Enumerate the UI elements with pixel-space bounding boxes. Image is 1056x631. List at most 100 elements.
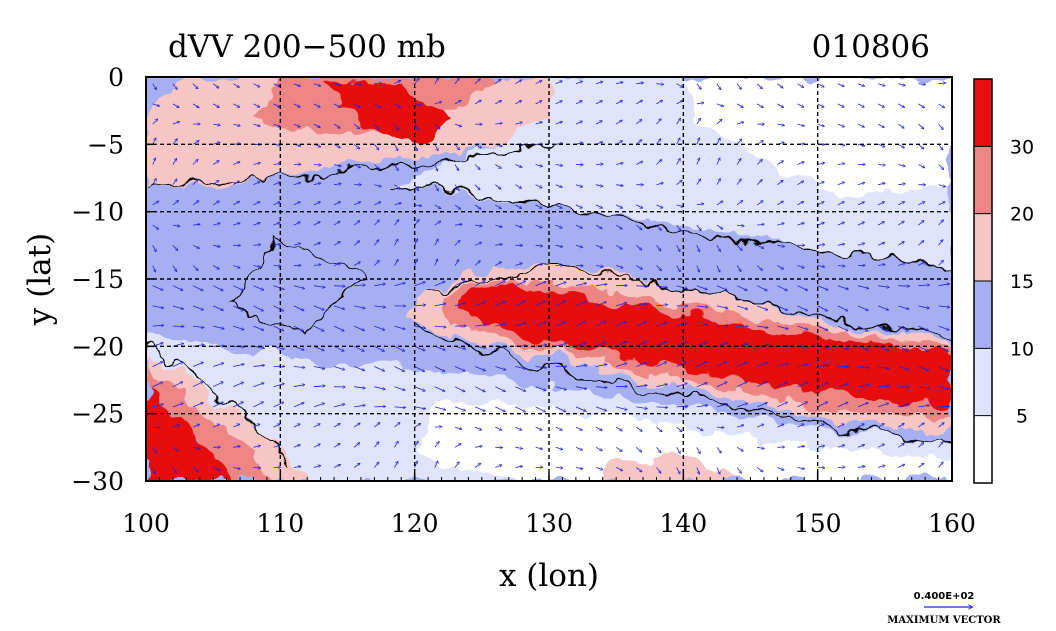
wind-vector — [192, 201, 199, 206]
wind-vector — [414, 305, 426, 306]
wind-vector — [172, 362, 183, 367]
wind-vector — [676, 383, 688, 388]
wind-vector — [394, 325, 406, 329]
contour-west-patch — [225, 238, 362, 334]
wind-vector — [273, 164, 281, 165]
wind-vector — [595, 302, 606, 307]
wind-vector — [253, 123, 261, 126]
wind-vector — [636, 244, 641, 250]
wind-vector — [555, 122, 563, 125]
wind-vector — [152, 245, 156, 251]
wind-vector — [535, 245, 543, 246]
wind-vector — [716, 179, 721, 185]
wind-vector — [333, 366, 345, 370]
wind-vector — [696, 138, 700, 145]
wind-vector — [192, 345, 204, 347]
wind-vector — [757, 305, 767, 310]
wind-vector — [636, 204, 642, 208]
wind-vector — [474, 261, 480, 266]
wind-vector — [918, 285, 929, 286]
wind-vector — [656, 265, 662, 271]
wind-vector — [777, 223, 784, 226]
wind-vector — [575, 343, 586, 347]
wind-vector — [676, 285, 688, 289]
wind-vector — [656, 384, 668, 388]
y-tick-label: 0 — [108, 63, 124, 92]
wind-vector — [192, 305, 203, 310]
wind-vector — [797, 103, 804, 107]
x-tick-label: 130 — [525, 509, 573, 538]
wind-vector — [817, 446, 825, 448]
wind-vector — [535, 386, 546, 391]
wind-vector — [716, 119, 722, 125]
wind-vector — [575, 406, 586, 411]
wind-vector — [374, 83, 381, 84]
wind-vector — [857, 83, 865, 87]
wind-vector — [898, 242, 904, 246]
wind-vector — [515, 406, 525, 412]
wind-vector — [595, 82, 603, 85]
wind-vector — [354, 345, 364, 351]
wind-vector — [394, 203, 402, 206]
wind-vector — [716, 265, 720, 272]
wind-vector — [777, 467, 784, 471]
wind-vector — [676, 265, 681, 272]
wind-vector — [253, 202, 260, 206]
wind-vector — [293, 222, 300, 226]
contour-lines — [146, 143, 952, 468]
wind-vector — [394, 283, 406, 287]
wind-vector — [213, 223, 220, 225]
wind-vector — [192, 424, 199, 428]
wind-vector — [515, 224, 522, 227]
wind-vector — [333, 404, 345, 408]
wind-vector — [172, 159, 177, 165]
wind-vector — [736, 122, 744, 125]
wind-vector — [575, 204, 582, 208]
wind-vector — [595, 224, 602, 229]
wind-vector — [474, 426, 481, 430]
wind-vector — [636, 83, 643, 84]
wind-vector — [877, 345, 888, 350]
wind-vector — [374, 164, 379, 170]
wind-vector — [172, 446, 179, 451]
wind-vector — [333, 103, 340, 108]
wind-vector — [374, 462, 378, 468]
wind-vector — [575, 184, 583, 187]
wind-vector — [152, 427, 160, 428]
wind-vector — [575, 468, 583, 469]
wind-vector — [757, 447, 764, 448]
wind-vector — [172, 305, 184, 309]
wind-vector — [273, 285, 284, 290]
wind-vector — [656, 447, 661, 453]
wind-vector — [636, 286, 647, 287]
wind-vector — [495, 281, 505, 287]
wind-vector — [575, 101, 582, 105]
colorbar-segment — [974, 146, 992, 214]
x-tick-label: 110 — [256, 509, 304, 538]
wind-vector — [696, 405, 708, 408]
wind-vector — [696, 265, 700, 273]
wind-vector — [898, 404, 909, 408]
wind-vector — [636, 140, 641, 145]
wind-vector — [535, 301, 546, 307]
wind-vector — [656, 285, 668, 288]
wind-vector — [555, 426, 562, 430]
wind-vector — [454, 303, 466, 307]
wind-vector — [172, 103, 179, 108]
wind-vector — [152, 179, 157, 185]
wind-vector — [696, 447, 700, 453]
wind-vector — [293, 403, 304, 408]
wind-vector — [877, 325, 888, 331]
wind-vector — [313, 444, 320, 448]
wind-vector — [495, 301, 505, 307]
wind-vector — [233, 285, 243, 291]
wind-vector — [192, 326, 204, 328]
wind-vector — [233, 402, 243, 408]
wind-vector — [676, 224, 681, 231]
wind-vector — [756, 160, 762, 165]
wind-vector — [898, 366, 909, 370]
wind-vector — [374, 306, 385, 307]
wind-vector — [434, 281, 445, 287]
wind-vector — [192, 467, 199, 472]
wind-vector — [394, 345, 405, 351]
